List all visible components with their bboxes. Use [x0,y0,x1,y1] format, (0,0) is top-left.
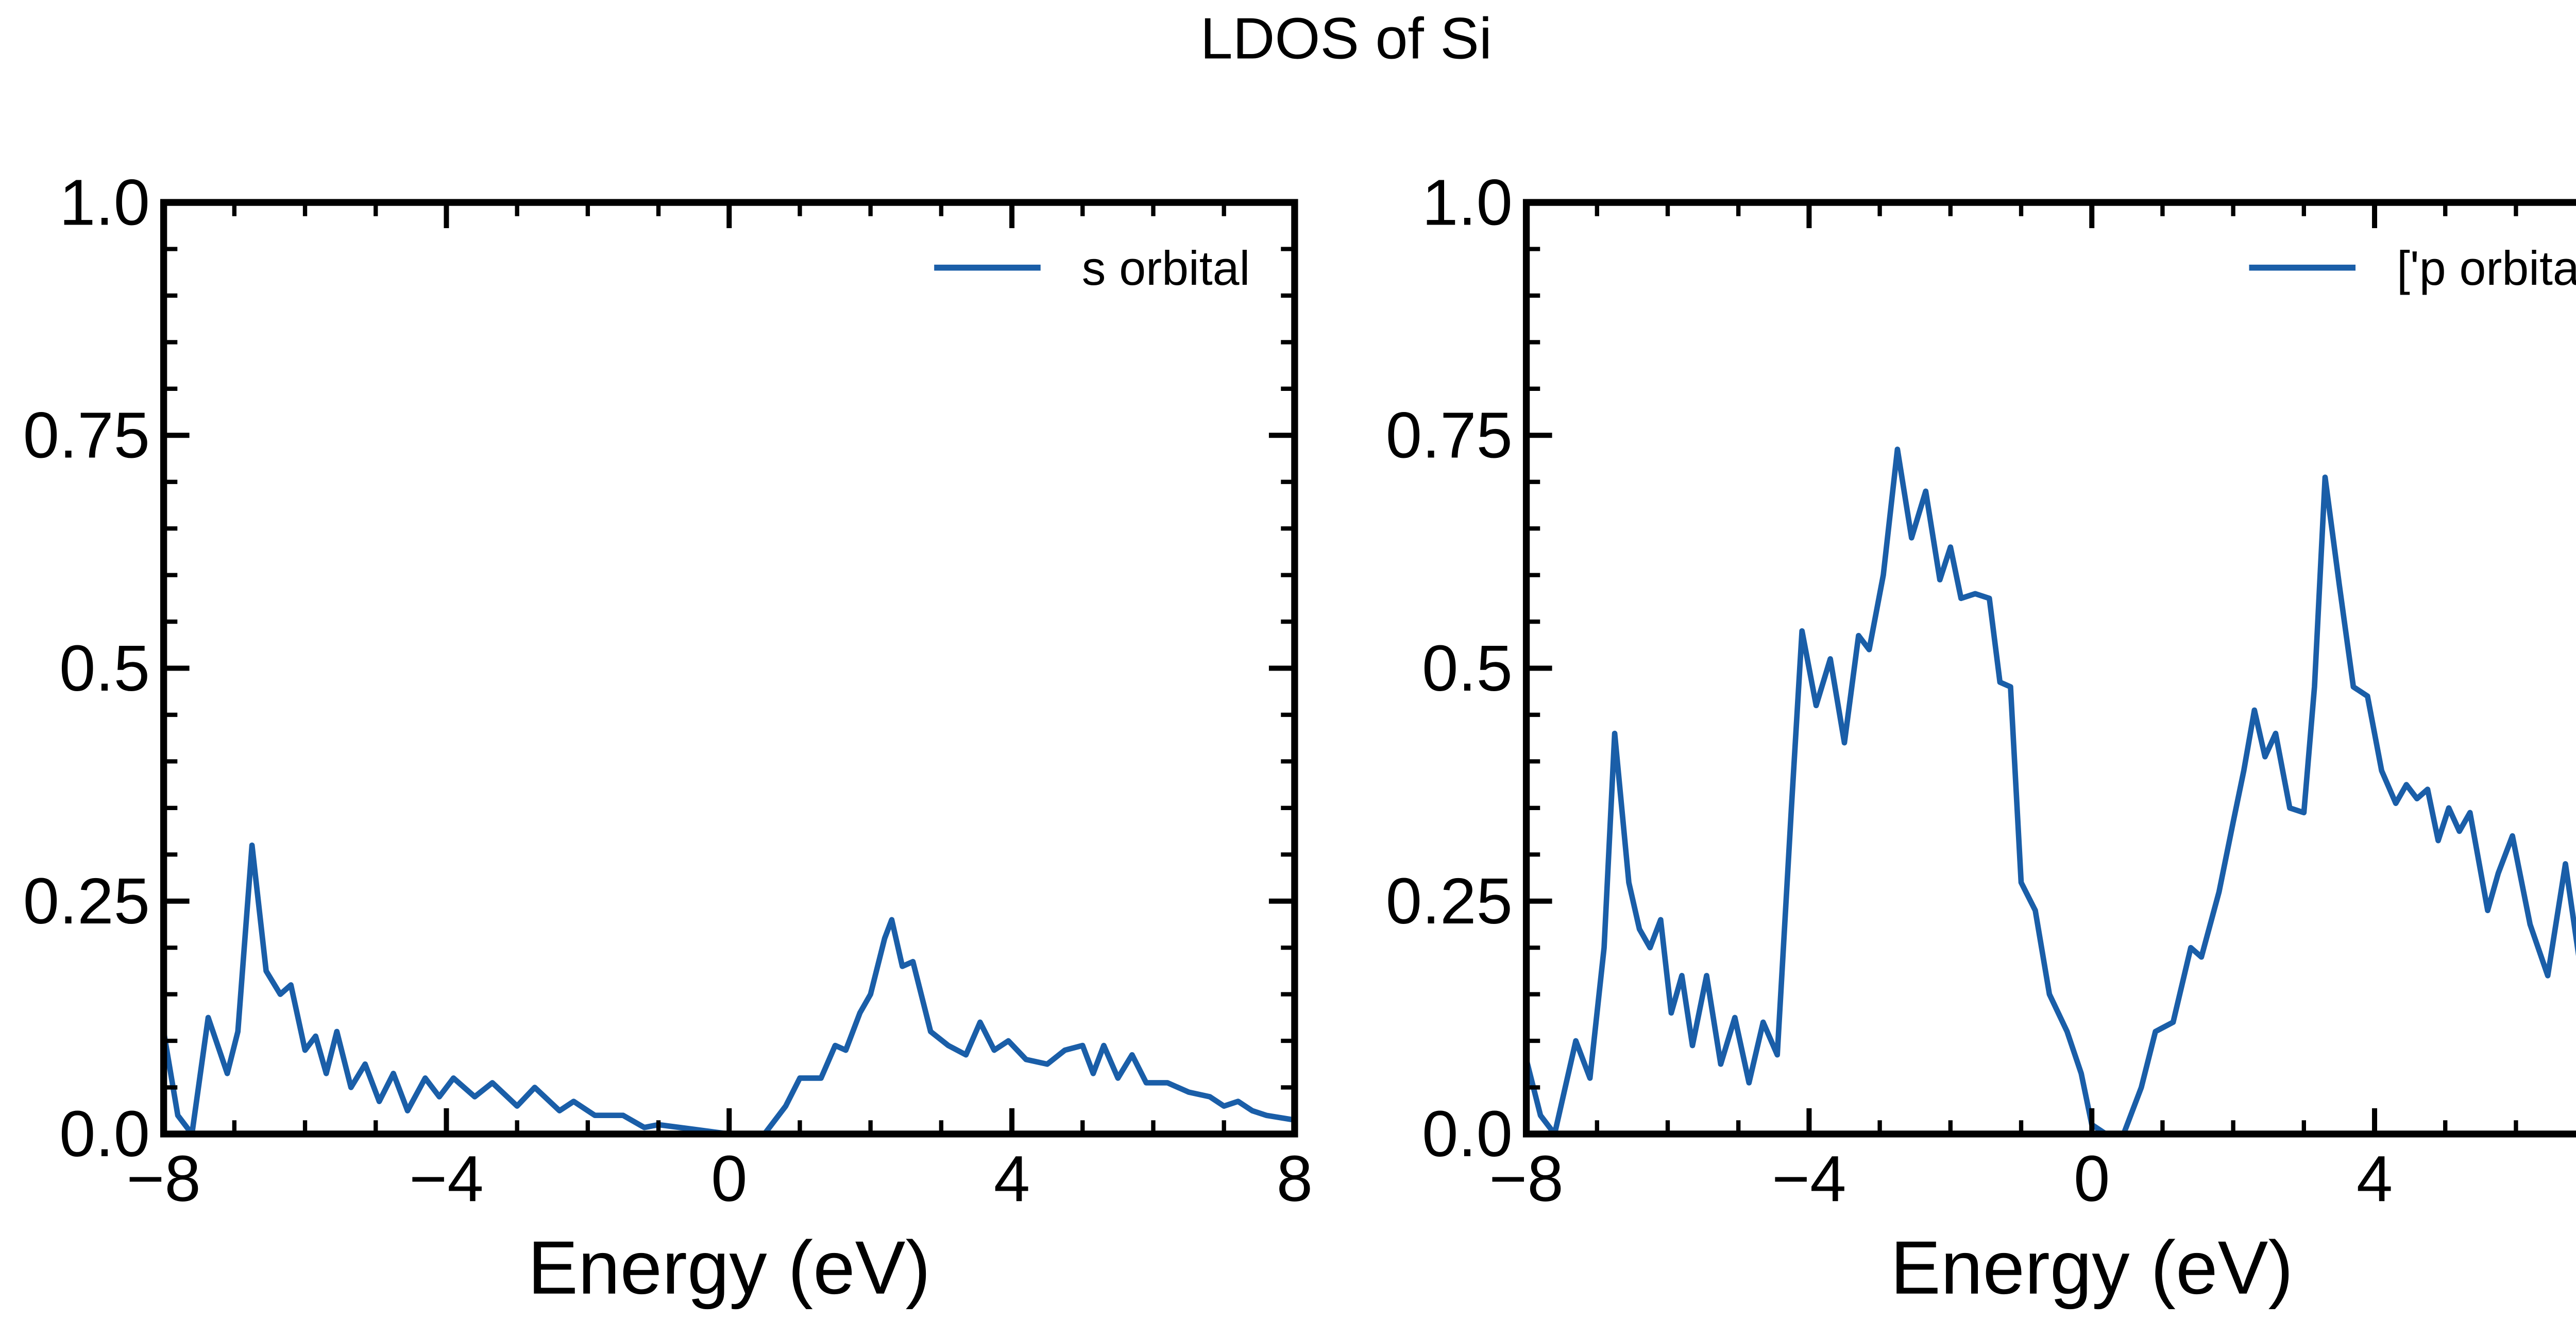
x-tick-label: −4 [1772,1142,1846,1215]
figure-title: LDOS of Si [1200,5,1492,71]
y-tick-label: 0.0 [59,1097,150,1170]
x-tick-label: −8 [1489,1142,1563,1215]
plot-area [163,842,1295,1134]
data-line [163,842,1295,1134]
x-tick-label: −4 [409,1142,483,1215]
y-tick-label: 0.0 [1422,1097,1513,1170]
x-tick-label: 4 [2357,1142,2393,1215]
y-tick-label: 0.25 [1386,864,1513,937]
axes-frame [160,199,1298,1138]
legend-label: ['p orbital'] [2397,242,2576,295]
y-tick-label: 0.75 [23,399,150,472]
x-axis-label: Energy (eV) [528,1226,930,1310]
x-tick-label: 4 [994,1142,1030,1215]
x-tick-label: 8 [1277,1142,1313,1215]
x-tick-label: 0 [2074,1142,2110,1215]
y-tick-label: 0.5 [59,631,150,705]
y-tick-label: 0.5 [1422,631,1513,705]
x-axis-label: Energy (eV) [1890,1226,2293,1310]
data-line [1526,447,2576,1134]
y-tick-label: 1.0 [59,165,150,238]
legend-label: s orbital [1082,242,1250,295]
plot-area [1526,447,2576,1134]
axes-frame [1522,199,2576,1138]
y-tick-label: 0.25 [23,864,150,937]
x-tick-label: −8 [126,1142,200,1215]
y-tick-label: 0.75 [1386,399,1513,472]
y-tick-label: 1.0 [1422,165,1513,238]
x-tick-label: 0 [711,1142,747,1215]
